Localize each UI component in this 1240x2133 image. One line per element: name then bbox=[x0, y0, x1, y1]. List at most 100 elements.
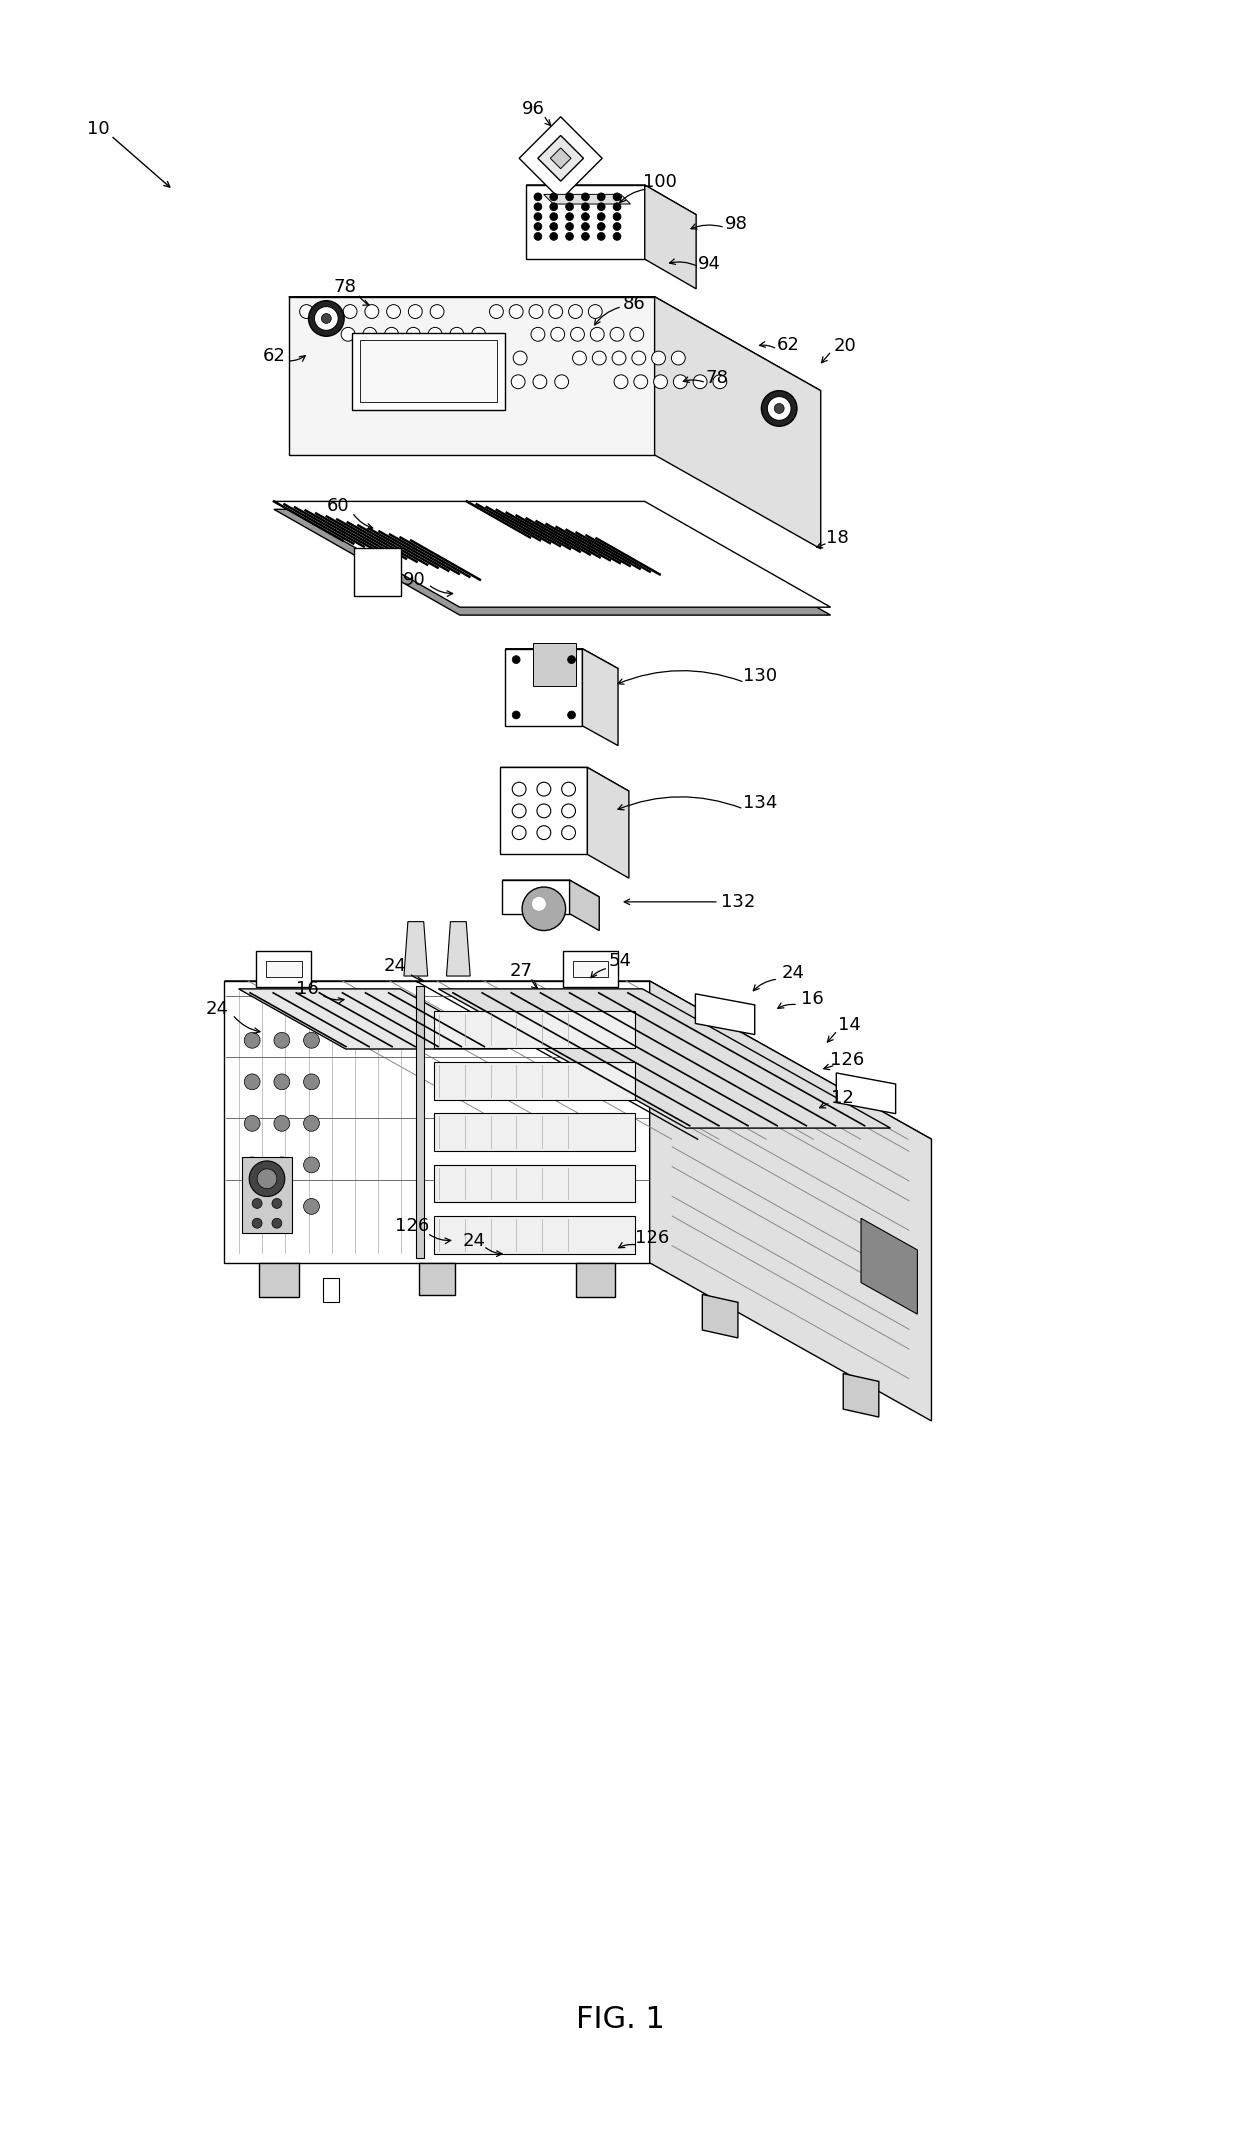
Circle shape bbox=[598, 192, 605, 201]
Circle shape bbox=[272, 1199, 281, 1209]
Circle shape bbox=[512, 655, 520, 663]
Polygon shape bbox=[696, 994, 755, 1035]
Circle shape bbox=[537, 804, 551, 817]
Text: 90: 90 bbox=[403, 570, 425, 589]
Polygon shape bbox=[702, 1295, 738, 1337]
Circle shape bbox=[610, 326, 624, 341]
Circle shape bbox=[363, 326, 377, 341]
Circle shape bbox=[529, 305, 543, 318]
Polygon shape bbox=[655, 296, 821, 548]
Polygon shape bbox=[526, 186, 696, 215]
Circle shape bbox=[532, 896, 546, 911]
Text: 96: 96 bbox=[522, 100, 544, 117]
Circle shape bbox=[383, 352, 397, 365]
Polygon shape bbox=[257, 951, 311, 988]
Text: 94: 94 bbox=[697, 256, 720, 273]
Circle shape bbox=[768, 397, 791, 420]
Polygon shape bbox=[573, 962, 608, 977]
Text: 27: 27 bbox=[510, 962, 533, 979]
Circle shape bbox=[365, 305, 378, 318]
Circle shape bbox=[582, 213, 589, 220]
Circle shape bbox=[252, 1199, 262, 1209]
Polygon shape bbox=[434, 1011, 635, 1047]
Circle shape bbox=[570, 326, 584, 341]
Circle shape bbox=[533, 375, 547, 388]
Text: 60: 60 bbox=[327, 497, 350, 516]
Circle shape bbox=[713, 375, 727, 388]
Circle shape bbox=[491, 352, 505, 365]
Polygon shape bbox=[434, 1113, 635, 1152]
Polygon shape bbox=[434, 1216, 635, 1254]
Polygon shape bbox=[575, 1263, 615, 1297]
Circle shape bbox=[613, 213, 621, 220]
Polygon shape bbox=[526, 186, 645, 258]
Polygon shape bbox=[501, 768, 588, 855]
Circle shape bbox=[761, 390, 797, 427]
Circle shape bbox=[274, 1116, 290, 1130]
Polygon shape bbox=[650, 981, 931, 1421]
Circle shape bbox=[582, 222, 589, 230]
Circle shape bbox=[537, 825, 551, 840]
Polygon shape bbox=[360, 341, 497, 401]
Polygon shape bbox=[533, 642, 577, 687]
Circle shape bbox=[244, 1073, 260, 1090]
Circle shape bbox=[598, 232, 605, 241]
Circle shape bbox=[565, 192, 574, 201]
Text: 24: 24 bbox=[463, 1233, 485, 1250]
Circle shape bbox=[549, 222, 558, 230]
Circle shape bbox=[652, 352, 666, 365]
Circle shape bbox=[569, 305, 583, 318]
Text: 62: 62 bbox=[263, 348, 285, 365]
Circle shape bbox=[244, 1032, 260, 1047]
Circle shape bbox=[590, 326, 604, 341]
Polygon shape bbox=[322, 1278, 339, 1303]
Circle shape bbox=[387, 305, 401, 318]
Circle shape bbox=[341, 326, 355, 341]
Circle shape bbox=[562, 804, 575, 817]
Polygon shape bbox=[583, 648, 618, 747]
Circle shape bbox=[630, 326, 644, 341]
Circle shape bbox=[693, 375, 707, 388]
Text: 126: 126 bbox=[831, 1052, 864, 1069]
Circle shape bbox=[428, 326, 441, 341]
Polygon shape bbox=[505, 648, 618, 668]
Polygon shape bbox=[415, 985, 424, 1258]
Circle shape bbox=[549, 232, 558, 241]
Circle shape bbox=[490, 375, 503, 388]
Polygon shape bbox=[353, 548, 402, 595]
Circle shape bbox=[565, 232, 574, 241]
Polygon shape bbox=[588, 768, 629, 879]
Circle shape bbox=[384, 326, 398, 341]
Polygon shape bbox=[502, 881, 569, 913]
Circle shape bbox=[513, 352, 527, 365]
Circle shape bbox=[471, 326, 486, 341]
Circle shape bbox=[568, 655, 575, 663]
Circle shape bbox=[549, 305, 563, 318]
Text: 14: 14 bbox=[838, 1017, 861, 1035]
Text: 78: 78 bbox=[334, 277, 357, 296]
Circle shape bbox=[257, 1169, 277, 1188]
Circle shape bbox=[304, 1116, 320, 1130]
Polygon shape bbox=[563, 951, 618, 988]
Circle shape bbox=[673, 375, 687, 388]
Polygon shape bbox=[274, 501, 831, 608]
Circle shape bbox=[634, 375, 647, 388]
Circle shape bbox=[309, 301, 345, 337]
Circle shape bbox=[512, 783, 526, 796]
Circle shape bbox=[632, 352, 646, 365]
Circle shape bbox=[450, 326, 464, 341]
Text: 126: 126 bbox=[396, 1218, 429, 1235]
Polygon shape bbox=[505, 648, 583, 725]
Polygon shape bbox=[289, 296, 821, 390]
Polygon shape bbox=[543, 194, 630, 205]
Text: 134: 134 bbox=[743, 793, 777, 813]
Text: 10: 10 bbox=[87, 119, 109, 139]
Circle shape bbox=[510, 305, 523, 318]
Circle shape bbox=[593, 352, 606, 365]
Text: 132: 132 bbox=[722, 894, 756, 911]
Circle shape bbox=[554, 375, 569, 388]
Circle shape bbox=[565, 222, 574, 230]
Circle shape bbox=[671, 352, 686, 365]
Polygon shape bbox=[569, 881, 599, 930]
Text: 24: 24 bbox=[206, 1000, 229, 1017]
